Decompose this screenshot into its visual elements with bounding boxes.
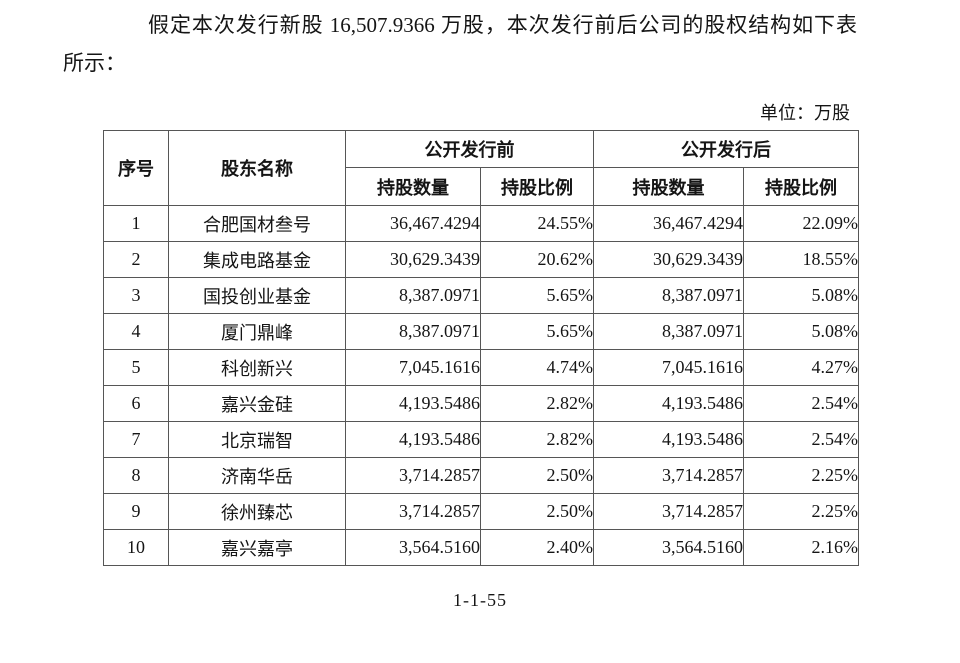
- cell-qty-before: 4,193.5486: [345, 385, 481, 422]
- cell-ratio-after: 2.25%: [743, 457, 859, 494]
- cell-qty-before: 3,714.2857: [345, 457, 481, 494]
- cell-ratio-before: 2.50%: [480, 457, 594, 494]
- cell-ratio-after: 2.54%: [743, 421, 859, 458]
- intro-line-1: 假定本次发行新股 16,507.9366 万股，本次发行前后公司的股权结构如下表: [148, 13, 857, 37]
- cell-ratio-after: 4.27%: [743, 349, 859, 386]
- header-group-before-offering: 公开发行前: [345, 130, 594, 168]
- cell-no: 5: [103, 349, 169, 386]
- cell-qty-before: 8,387.0971: [345, 277, 481, 314]
- table-header: 序号 股东名称 公开发行前 公开发行后 持股数量 持股比例 持股数量 持股比例: [103, 130, 859, 206]
- cell-no: 4: [103, 313, 169, 350]
- table-row: 6 嘉兴金硅 4,193.5486 2.82% 4,193.5486 2.54%: [103, 385, 859, 422]
- cell-ratio-before: 2.82%: [480, 385, 594, 422]
- cell-ratio-before: 5.65%: [480, 313, 594, 350]
- cell-no: 8: [103, 457, 169, 494]
- cell-shareholder-name: 徐州臻芯: [168, 493, 346, 530]
- table-row: 1 合肥国材叁号 36,467.4294 24.55% 36,467.4294 …: [103, 205, 859, 242]
- cell-no: 10: [103, 529, 169, 566]
- cell-qty-after: 30,629.3439: [593, 241, 744, 278]
- cell-shareholder-name: 集成电路基金: [168, 241, 346, 278]
- cell-ratio-after: 2.54%: [743, 385, 859, 422]
- cell-shareholder-name: 国投创业基金: [168, 277, 346, 314]
- header-row-subcolumns: 持股数量 持股比例 持股数量 持股比例: [104, 167, 859, 206]
- cell-qty-after: 36,467.4294: [593, 205, 744, 242]
- table-row: 8 济南华岳 3,714.2857 2.50% 3,714.2857 2.25%: [103, 457, 859, 494]
- cell-ratio-before: 2.40%: [480, 529, 594, 566]
- cell-shareholder-name: 济南华岳: [168, 457, 346, 494]
- intro-line-2: 所示：: [63, 51, 126, 75]
- header-col-qty-before: 持股数量: [345, 167, 481, 206]
- cell-qty-before: 4,193.5486: [345, 421, 481, 458]
- header-col-shareholder-name: 股东名称: [168, 130, 346, 206]
- table-row: 9 徐州臻芯 3,714.2857 2.50% 3,714.2857 2.25%: [103, 493, 859, 530]
- cell-ratio-after: 22.09%: [743, 205, 859, 242]
- cell-shareholder-name: 嘉兴金硅: [168, 385, 346, 422]
- cell-qty-before: 3,564.5160: [345, 529, 481, 566]
- header-row-groups: 序号 股东名称 公开发行前 公开发行后: [103, 130, 859, 206]
- header-col-no: 序号: [103, 130, 169, 206]
- cell-ratio-before: 20.62%: [480, 241, 594, 278]
- cell-ratio-before: 4.74%: [480, 349, 594, 386]
- cell-ratio-before: 2.82%: [480, 421, 594, 458]
- table-row: 2 集成电路基金 30,629.3439 20.62% 30,629.3439 …: [103, 241, 859, 278]
- table-row: 3 国投创业基金 8,387.0971 5.65% 8,387.0971 5.0…: [103, 277, 859, 314]
- cell-no: 9: [103, 493, 169, 530]
- cell-qty-after: 4,193.5486: [593, 421, 744, 458]
- table-row: 4 厦门鼎峰 8,387.0971 5.65% 8,387.0971 5.08%: [103, 313, 859, 350]
- cell-ratio-after: 5.08%: [743, 277, 859, 314]
- cell-qty-after: 8,387.0971: [593, 277, 744, 314]
- cell-no: 7: [103, 421, 169, 458]
- cell-qty-after: 3,714.2857: [593, 493, 744, 530]
- cell-qty-after: 4,193.5486: [593, 385, 744, 422]
- table-body: 1 合肥国材叁号 36,467.4294 24.55% 36,467.4294 …: [103, 205, 859, 566]
- cell-qty-before: 7,045.1616: [345, 349, 481, 386]
- cell-ratio-before: 5.65%: [480, 277, 594, 314]
- cell-ratio-before: 24.55%: [480, 205, 594, 242]
- cell-qty-before: 3,714.2857: [345, 493, 481, 530]
- header-col-ratio-after: 持股比例: [743, 167, 859, 206]
- cell-no: 2: [103, 241, 169, 278]
- table-row: 5 科创新兴 7,045.1616 4.74% 7,045.1616 4.27%: [103, 349, 859, 386]
- unit-label: 单位：万股: [760, 103, 850, 123]
- cell-qty-after: 7,045.1616: [593, 349, 744, 386]
- table-row: 7 北京瑞智 4,193.5486 2.82% 4,193.5486 2.54%: [103, 421, 859, 458]
- cell-no: 3: [103, 277, 169, 314]
- cell-no: 6: [103, 385, 169, 422]
- cell-qty-after: 3,564.5160: [593, 529, 744, 566]
- header-col-qty-after: 持股数量: [593, 167, 744, 206]
- cell-shareholder-name: 厦门鼎峰: [168, 313, 346, 350]
- cell-ratio-after: 5.08%: [743, 313, 859, 350]
- cell-shareholder-name: 北京瑞智: [168, 421, 346, 458]
- cell-ratio-after: 2.16%: [743, 529, 859, 566]
- cell-qty-before: 30,629.3439: [345, 241, 481, 278]
- intro-paragraph: 假定本次发行新股 16,507.9366 万股，本次发行前后公司的股权结构如下表…: [63, 6, 857, 82]
- header-group-after-offering: 公开发行后: [593, 130, 859, 168]
- cell-ratio-after: 18.55%: [743, 241, 859, 278]
- table-row: 10 嘉兴嘉亭 3,564.5160 2.40% 3,564.5160 2.16…: [103, 529, 859, 566]
- cell-no: 1: [103, 205, 169, 242]
- header-col-ratio-before: 持股比例: [480, 167, 594, 206]
- page-number: 1-1-55: [453, 590, 507, 610]
- cell-shareholder-name: 合肥国材叁号: [168, 205, 346, 242]
- cell-qty-before: 8,387.0971: [345, 313, 481, 350]
- cell-qty-after: 8,387.0971: [593, 313, 744, 350]
- cell-ratio-after: 2.25%: [743, 493, 859, 530]
- cell-qty-after: 3,714.2857: [593, 457, 744, 494]
- shareholding-table: 序号 股东名称 公开发行前 公开发行后 持股数量 持股比例 持股数量 持股比例 …: [103, 130, 859, 566]
- cell-shareholder-name: 科创新兴: [168, 349, 346, 386]
- cell-qty-before: 36,467.4294: [345, 205, 481, 242]
- cell-shareholder-name: 嘉兴嘉亭: [168, 529, 346, 566]
- cell-ratio-before: 2.50%: [480, 493, 594, 530]
